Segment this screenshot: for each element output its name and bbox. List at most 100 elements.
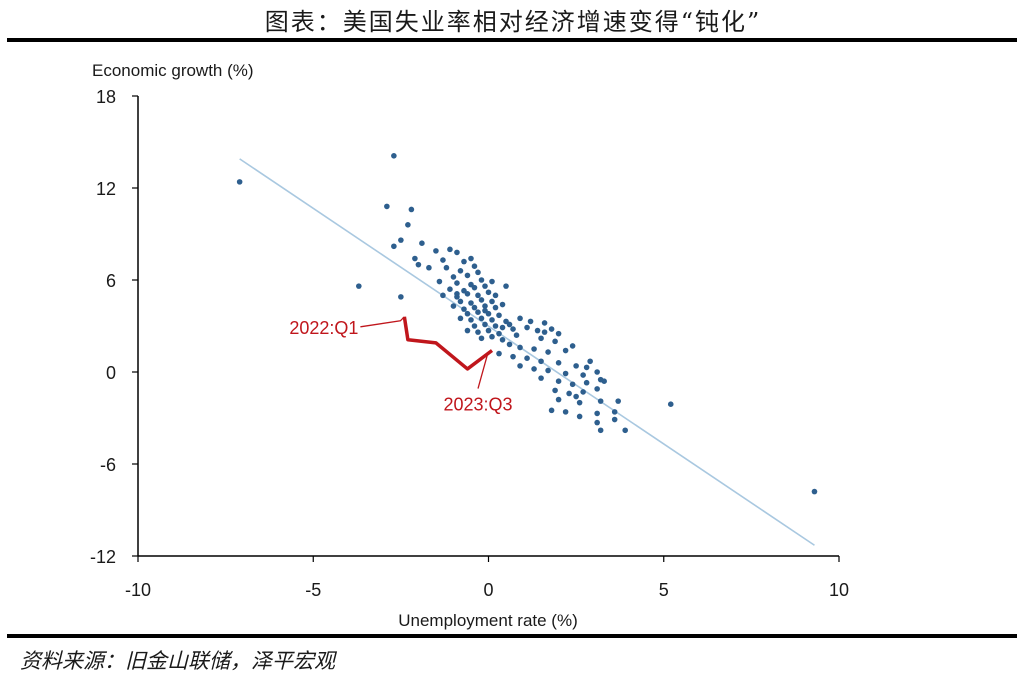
data-point	[496, 350, 502, 357]
data-point	[461, 258, 467, 265]
data-point	[597, 398, 604, 404]
data-point	[517, 344, 523, 351]
data-point	[587, 358, 593, 365]
data-point	[471, 323, 478, 329]
y-axis-ticks: -12 -6 0 6 12 18	[90, 87, 138, 567]
y-tick-label: -6	[100, 455, 116, 475]
data-point	[541, 329, 548, 335]
data-point	[534, 327, 541, 334]
data-point	[510, 353, 516, 360]
figure-title: 图表：美国失业率相对经济增速变得“钝化”	[264, 8, 762, 36]
x-tick-label: 10	[829, 580, 849, 600]
data-point	[597, 427, 604, 434]
source-note: 资料来源：旧金山联储，泽平宏观	[20, 649, 335, 673]
data-point	[489, 298, 495, 305]
annotation-leader	[477, 352, 489, 389]
data-point	[580, 372, 586, 378]
data-point	[580, 389, 586, 395]
data-point	[594, 386, 600, 392]
data-point	[447, 246, 453, 253]
data-point	[457, 315, 464, 322]
data-point	[391, 243, 397, 250]
data-point	[482, 321, 488, 328]
data-point	[492, 304, 499, 311]
data-point	[583, 364, 590, 371]
data-point	[443, 264, 450, 271]
annotation-leader	[360, 316, 405, 328]
data-point	[454, 249, 460, 256]
data-point	[492, 292, 499, 299]
data-point	[398, 237, 404, 243]
data-point	[573, 393, 579, 400]
y-tick-label: -12	[90, 547, 116, 567]
data-point	[447, 286, 453, 292]
x-tick-label: 5	[659, 580, 669, 600]
data-point	[489, 333, 495, 340]
annotations: 2022:Q1 2023:Q3	[289, 316, 513, 415]
data-point	[419, 240, 425, 246]
scatter-chart: Economic growth (%) -12 -6 0 6 12 18 -10 -5 0 5 1…	[90, 61, 849, 630]
data-point	[478, 315, 485, 322]
data-point	[457, 298, 464, 305]
data-point	[513, 332, 520, 339]
data-point	[517, 315, 523, 322]
data-point	[356, 283, 362, 289]
data-point	[562, 409, 569, 415]
data-point	[475, 269, 481, 276]
data-point	[468, 317, 474, 323]
data-point	[450, 303, 457, 309]
trend-line	[239, 158, 815, 546]
data-point	[471, 284, 478, 291]
data-point	[517, 363, 523, 369]
data-point	[468, 300, 474, 306]
data-point	[415, 261, 422, 268]
data-point	[499, 301, 506, 308]
data-point	[426, 264, 432, 271]
data-point	[611, 416, 618, 423]
y-axis-label: Economic growth (%)	[92, 61, 254, 80]
data-point	[475, 309, 481, 316]
x-tick-label: -10	[125, 580, 151, 600]
data-point	[408, 206, 415, 213]
data-point	[496, 330, 502, 337]
data-point	[569, 343, 576, 349]
data-point	[478, 297, 485, 303]
data-point	[489, 278, 495, 285]
data-point	[555, 378, 562, 385]
data-point	[538, 335, 544, 342]
annotation-2023-q3: 2023:Q3	[443, 395, 512, 415]
data-point	[482, 283, 488, 289]
data-point	[548, 326, 555, 332]
data-point	[576, 399, 583, 406]
data-point	[475, 292, 481, 299]
data-point	[471, 263, 478, 269]
data-point	[548, 407, 555, 414]
data-point	[594, 410, 600, 417]
data-point	[667, 401, 674, 408]
data-point	[622, 427, 628, 434]
data-point	[454, 291, 460, 297]
path-2022-2023	[402, 316, 494, 371]
data-point	[583, 379, 590, 386]
bottom-rule	[7, 634, 1017, 638]
data-point	[478, 277, 485, 283]
data-point	[552, 387, 558, 394]
data-point	[555, 396, 562, 403]
data-point	[499, 324, 506, 331]
data-point	[601, 378, 607, 385]
data-point	[454, 280, 460, 286]
data-point	[412, 255, 418, 262]
data-point	[405, 222, 411, 228]
data-point	[485, 327, 492, 334]
data-point	[496, 312, 502, 319]
data-point	[464, 291, 471, 297]
data-point	[457, 268, 464, 274]
y-tick-label: 0	[106, 363, 116, 383]
data-point	[440, 292, 446, 299]
data-point	[615, 398, 621, 404]
data-point	[555, 330, 562, 337]
data-point	[475, 329, 481, 335]
data-point	[506, 341, 513, 348]
data-point	[545, 367, 551, 374]
data-point	[576, 413, 583, 420]
